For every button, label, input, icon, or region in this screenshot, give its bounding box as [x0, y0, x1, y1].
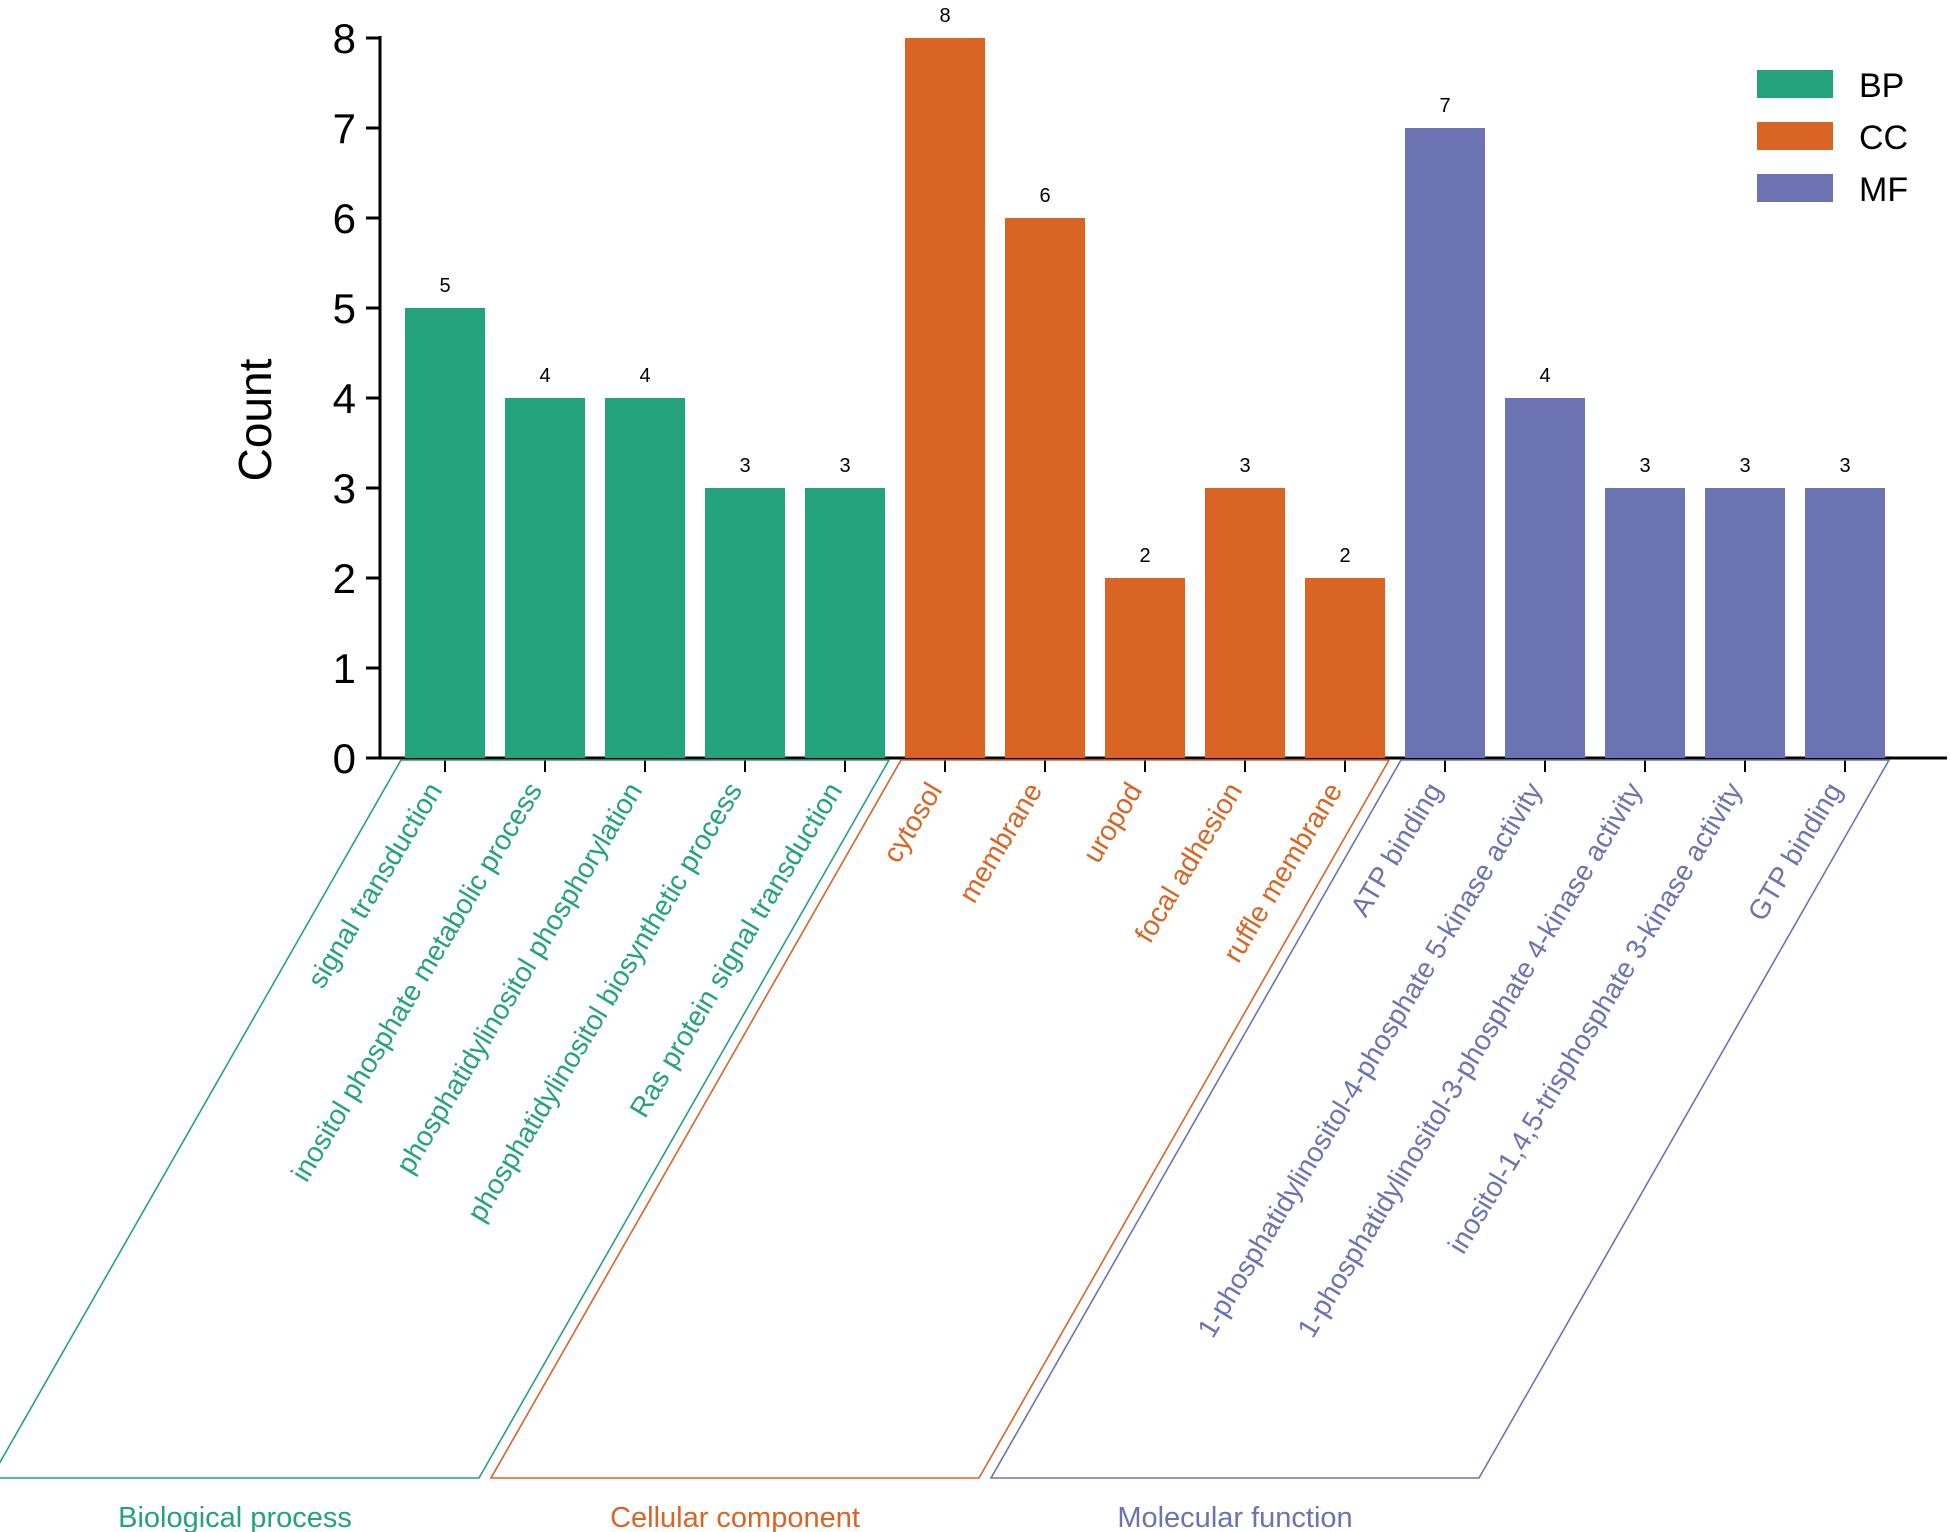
x-category-label: cytosol: [877, 777, 948, 868]
bar-value-label: 2: [1339, 545, 1350, 567]
bar-mf-2: [1505, 398, 1585, 758]
group-label-mf: Molecular function: [1117, 1502, 1352, 1532]
legend-swatch-mf: [1757, 174, 1833, 202]
bars: 5 4 4 3 3 8 6 2 3 2 7 4 3 3 3: [405, 5, 1885, 758]
bar-value-label: 8: [939, 5, 950, 27]
x-category-label: uropod: [1077, 777, 1148, 868]
legend-label-cc: CC: [1859, 119, 1908, 157]
bar-value-label: 7: [1439, 95, 1450, 117]
bar-value-label: 3: [1639, 455, 1650, 477]
bar-value-label: 6: [1039, 185, 1050, 207]
legend: BP CC MF: [1757, 67, 1908, 209]
legend-swatch-cc: [1757, 122, 1833, 150]
bar-bp-4: [705, 488, 785, 758]
legend-swatch-bp: [1757, 70, 1833, 98]
bar-bp-1: [405, 308, 485, 758]
bar-bp-2: [505, 398, 585, 758]
bar-value-label: 2: [1139, 545, 1150, 567]
bar-value-label: 4: [539, 365, 550, 387]
group-label-cc: Cellular component: [610, 1502, 860, 1532]
group-brackets: Biological process Cellular component Mole…: [0, 759, 1891, 1532]
bar-cc-5: [1305, 578, 1385, 758]
y-tick-label: 4: [333, 375, 356, 422]
x-category-label: focal adhesion: [1129, 777, 1249, 948]
legend-label-mf: MF: [1859, 171, 1908, 209]
y-tick-label: 3: [333, 465, 356, 512]
y-tick-label: 7: [333, 105, 356, 152]
bar-bp-5: [805, 488, 885, 758]
y-tick-label: 1: [333, 645, 356, 692]
bar-value-label: 3: [839, 455, 850, 477]
y-tick-label: 5: [333, 285, 356, 332]
x-category-label: Ras protein signal transduction: [624, 777, 849, 1123]
y-tick-label: 2: [333, 555, 356, 602]
group-label-bp: Biological process: [118, 1502, 352, 1532]
group-bracket-bp: [0, 759, 891, 1479]
bar-value-label: 3: [1739, 455, 1750, 477]
y-tick-label: 0: [333, 735, 356, 782]
x-category-label: ATP binding: [1344, 777, 1448, 922]
bar-value-label: 3: [739, 455, 750, 477]
x-category-label: membrane: [953, 777, 1049, 908]
group-bracket-cc: [489, 759, 1391, 1479]
bar-mf-3: [1605, 488, 1685, 758]
legend-label-bp: BP: [1859, 67, 1904, 105]
bar-cc-1: [905, 38, 985, 758]
bar-mf-5: [1805, 488, 1885, 758]
x-category-label: GTP binding: [1742, 777, 1848, 926]
y-tick-label: 8: [333, 15, 356, 62]
y-tick-label: 6: [333, 195, 356, 242]
bar-cc-2: [1005, 218, 1085, 758]
y-axis-label: Count: [229, 358, 281, 481]
bar-cc-4: [1205, 488, 1285, 758]
bar-value-label: 3: [1239, 455, 1250, 477]
bar-cc-3: [1105, 578, 1185, 758]
bar-value-label: 3: [1839, 455, 1850, 477]
bar-mf-4: [1705, 488, 1785, 758]
bar-value-label: 4: [639, 365, 650, 387]
bar-bp-3: [605, 398, 685, 758]
group-bracket-mf: [989, 759, 1891, 1479]
bar-value-label: 4: [1539, 365, 1550, 387]
bar-mf-1: [1405, 128, 1485, 758]
bar-value-label: 5: [439, 275, 450, 297]
